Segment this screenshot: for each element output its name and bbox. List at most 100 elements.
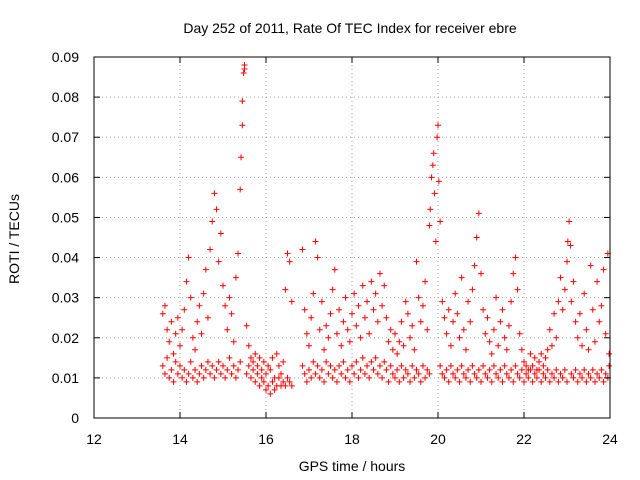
grid-layer	[94, 57, 610, 418]
data-point	[462, 374, 469, 381]
data-point	[518, 366, 525, 373]
y-tick-labels: 0 0.01 0.02 0.03 0.04 0.05 0.06 0.07 0.08 0.09	[52, 49, 79, 426]
y-tick-label: 0.06	[52, 169, 79, 185]
data-point	[366, 374, 373, 381]
data-point	[361, 370, 368, 377]
data-point	[172, 358, 179, 365]
data-point	[327, 362, 334, 369]
data-point	[288, 298, 295, 305]
data-point	[462, 346, 469, 353]
data-point	[379, 374, 386, 381]
data-point	[366, 330, 373, 337]
data-point	[551, 374, 558, 381]
data-point	[540, 370, 547, 377]
data-point	[583, 378, 590, 385]
data-point	[445, 306, 452, 313]
data-point	[508, 366, 515, 373]
data-point	[591, 378, 598, 385]
data-point	[235, 366, 242, 373]
data-point	[344, 366, 351, 373]
data-point	[338, 342, 345, 349]
data-point	[426, 370, 433, 377]
data-point	[415, 370, 422, 377]
data-point	[312, 370, 319, 377]
data-point	[467, 378, 474, 385]
data-point	[456, 378, 463, 385]
data-point	[383, 366, 390, 373]
data-point	[482, 370, 489, 377]
data-point	[454, 366, 461, 373]
data-point	[564, 238, 571, 245]
data-point	[351, 290, 358, 297]
data-point	[443, 366, 450, 373]
data-point	[394, 350, 401, 357]
data-point	[591, 338, 598, 345]
data-point	[323, 322, 330, 329]
data-point	[437, 362, 444, 369]
data-point	[566, 218, 573, 225]
data-point	[402, 298, 409, 305]
data-point	[473, 234, 480, 241]
data-point	[196, 370, 203, 377]
data-point	[404, 370, 411, 377]
data-point	[164, 326, 171, 333]
data-point	[224, 366, 231, 373]
data-point	[392, 330, 398, 337]
data-point	[342, 374, 349, 381]
data-point	[435, 178, 442, 185]
data-point	[318, 366, 325, 373]
data-point	[514, 370, 521, 377]
y-tick-label: 0.08	[52, 89, 79, 105]
data-point	[321, 378, 328, 385]
y-tick-label: 0	[71, 410, 79, 426]
data-point	[222, 302, 229, 309]
data-point	[409, 362, 416, 369]
data-point	[594, 278, 601, 285]
data-point	[411, 374, 418, 381]
data-point	[239, 122, 246, 129]
data-point	[243, 370, 250, 377]
data-point	[501, 362, 508, 369]
y-axis-label: ROTI / TECUs	[6, 194, 22, 284]
data-point	[407, 378, 414, 385]
data-point	[177, 362, 183, 369]
data-point	[413, 366, 420, 373]
data-point	[284, 374, 291, 381]
data-point	[396, 378, 403, 385]
data-point	[606, 350, 613, 357]
data-point	[536, 358, 543, 365]
data-point	[346, 338, 353, 345]
data-point	[398, 318, 405, 325]
data-point	[398, 362, 405, 369]
data-point	[493, 294, 500, 301]
data-point	[232, 274, 239, 281]
x-tick-label: 12	[86, 431, 102, 447]
data-point	[314, 362, 321, 369]
data-point	[475, 210, 482, 217]
data-point	[490, 326, 497, 333]
data-point	[166, 338, 173, 345]
data-point	[353, 358, 360, 365]
data-point	[185, 254, 192, 261]
data-point	[346, 378, 353, 385]
data-point	[331, 266, 338, 273]
data-point	[484, 314, 491, 321]
data-point	[174, 370, 181, 377]
data-point	[351, 370, 358, 377]
data-point	[252, 350, 259, 357]
data-point	[263, 370, 269, 377]
data-point	[429, 162, 436, 169]
data-point	[435, 122, 441, 129]
data-point	[548, 342, 555, 349]
data-point	[469, 362, 476, 369]
data-point	[306, 366, 312, 373]
data-point	[269, 354, 276, 361]
data-point	[299, 246, 306, 253]
data-point	[486, 366, 493, 373]
data-point	[514, 286, 521, 293]
data-point	[258, 366, 265, 373]
data-point	[478, 378, 484, 385]
data-point	[583, 326, 590, 333]
data-point	[452, 290, 459, 297]
data-point	[226, 354, 233, 361]
